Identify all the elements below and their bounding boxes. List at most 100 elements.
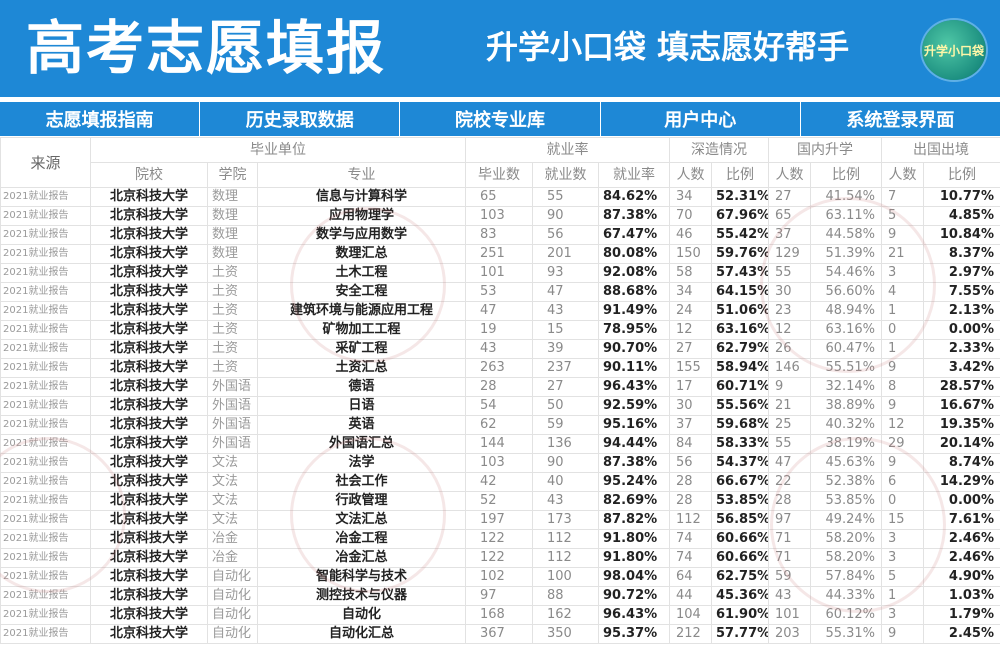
cell-dom-ratio: 52.38%	[810, 472, 883, 492]
table-row: 2021就业报告 北京科技大学 土资 安全工程 53 47 88.68% 34 64.15% 30…	[0, 282, 1000, 302]
cell-graduates: 103	[465, 206, 533, 226]
cell-abr-count: 6	[881, 472, 925, 492]
cell-rate: 94.44%	[597, 434, 671, 454]
cell-fs-ratio: 55.56%	[711, 396, 770, 416]
cell-rate: 95.24%	[597, 472, 671, 492]
main-nav: 志愿填报指南 历史录取数据 院校专业库 用户中心 系统登录界面	[0, 102, 1000, 136]
table-row: 2021就业报告 北京科技大学 数理 信息与计算科学 65 55 84.62% 34 52.31…	[0, 187, 1000, 207]
cell-dom-count: 146	[768, 358, 812, 378]
header-abroad: 出国出境	[881, 137, 1000, 163]
cell-dom-count: 129	[768, 244, 812, 264]
cell-employed: 201	[532, 244, 599, 264]
cell-fs-count: 150	[669, 244, 713, 264]
table-row: 2021就业报告 北京科技大学 自动化 测控技术与仪器 97 88 90.72% 44 45.3…	[0, 586, 1000, 606]
cell-rate: 87.38%	[597, 206, 671, 226]
header-banner: 高考志愿填报 升学小口袋 填志愿好帮手 升学小口袋	[0, 0, 1000, 97]
cell-source: 2021就业报告	[0, 510, 91, 530]
cell-major: 测控技术与仪器	[257, 586, 466, 606]
table-row: 2021就业报告 北京科技大学 文法 行政管理 52 43 82.69% 28 53.85% 28…	[0, 491, 1000, 511]
nav-item-library[interactable]: 院校专业库	[400, 102, 601, 136]
brand-logo-badge[interactable]: 升学小口袋	[922, 20, 986, 80]
cell-fs-count: 34	[669, 187, 713, 207]
cell-college: 冶金	[207, 548, 258, 568]
cell-abr-ratio: 2.46%	[923, 548, 1000, 568]
cell-college: 文法	[207, 510, 258, 530]
cell-school: 北京科技大学	[90, 605, 208, 625]
cell-abr-ratio: 4.85%	[923, 206, 1000, 226]
cell-school: 北京科技大学	[90, 510, 208, 530]
cell-major: 信息与计算科学	[257, 187, 466, 207]
cell-source: 2021就业报告	[0, 491, 91, 511]
cell-graduates: 62	[465, 415, 533, 435]
cell-school: 北京科技大学	[90, 339, 208, 359]
table-row: 2021就业报告 北京科技大学 自动化 自动化汇总 367 350 95.37% 212 57.…	[0, 624, 1000, 644]
nav-item-user-center[interactable]: 用户中心	[601, 102, 801, 136]
cell-abr-count: 7	[881, 187, 925, 207]
cell-source: 2021就业报告	[0, 187, 91, 207]
cell-fs-ratio: 57.43%	[711, 263, 770, 283]
cell-abr-count: 9	[881, 624, 925, 644]
cell-abr-count: 9	[881, 225, 925, 245]
table-row: 2021就业报告 北京科技大学 土资 土木工程 101 93 92.08% 58 57.43% 5…	[0, 263, 1000, 283]
cell-major: 安全工程	[257, 282, 466, 302]
cell-fs-count: 28	[669, 472, 713, 492]
nav-item-guide[interactable]: 志愿填报指南	[0, 102, 201, 136]
cell-dom-ratio: 41.54%	[810, 187, 883, 207]
cell-dom-ratio: 44.58%	[810, 225, 883, 245]
header-further-study: 深造情况	[669, 137, 770, 163]
cell-abr-count: 0	[881, 320, 925, 340]
cell-abr-ratio: 2.45%	[923, 624, 1000, 644]
nav-item-history[interactable]: 历史录取数据	[200, 102, 401, 136]
cell-major: 自动化	[257, 605, 466, 625]
cell-major: 社会工作	[257, 472, 466, 492]
cell-major: 数学与应用数学	[257, 225, 466, 245]
cell-major: 智能科学与技术	[257, 567, 466, 587]
cell-rate: 92.59%	[597, 396, 671, 416]
header-fs-count: 人数	[669, 162, 713, 188]
cell-abr-count: 3	[881, 605, 925, 625]
cell-major: 采矿工程	[257, 339, 466, 359]
cell-dom-count: 55	[768, 434, 812, 454]
cell-fs-count: 155	[669, 358, 713, 378]
cell-graduates: 101	[465, 263, 533, 283]
cell-fs-ratio: 59.68%	[711, 415, 770, 435]
cell-fs-count: 212	[669, 624, 713, 644]
cell-source: 2021就业报告	[0, 624, 91, 644]
cell-fs-ratio: 45.36%	[711, 586, 770, 606]
cell-abr-count: 3	[881, 548, 925, 568]
cell-graduates: 42	[465, 472, 533, 492]
cell-school: 北京科技大学	[90, 263, 208, 283]
cell-dom-ratio: 56.60%	[810, 282, 883, 302]
cell-employed: 43	[532, 301, 599, 321]
cell-school: 北京科技大学	[90, 453, 208, 473]
cell-fs-ratio: 66.67%	[711, 472, 770, 492]
cell-abr-ratio: 10.84%	[923, 225, 1000, 245]
cell-dom-ratio: 53.85%	[810, 491, 883, 511]
header-fs-ratio: 比例	[711, 162, 770, 188]
cell-rate: 87.38%	[597, 453, 671, 473]
cell-fs-count: 46	[669, 225, 713, 245]
cell-rate: 96.43%	[597, 605, 671, 625]
cell-abr-count: 1	[881, 586, 925, 606]
cell-dom-count: 71	[768, 529, 812, 549]
cell-source: 2021就业报告	[0, 263, 91, 283]
cell-source: 2021就业报告	[0, 472, 91, 492]
cell-college: 土资	[207, 339, 258, 359]
table-row: 2021就业报告 北京科技大学 土资 土资汇总 263 237 90.11% 155 58.94…	[0, 358, 1000, 378]
cell-rate: 78.95%	[597, 320, 671, 340]
cell-college: 土资	[207, 301, 258, 321]
cell-dom-count: 9	[768, 377, 812, 397]
cell-major: 土资汇总	[257, 358, 466, 378]
cell-major: 德语	[257, 377, 466, 397]
cell-dom-ratio: 38.89%	[810, 396, 883, 416]
nav-item-login[interactable]: 系统登录界面	[846, 110, 955, 131]
cell-employed: 55	[532, 187, 599, 207]
cell-employed: 100	[532, 567, 599, 587]
cell-abr-ratio: 3.42%	[923, 358, 1000, 378]
cell-dom-ratio: 54.46%	[810, 263, 883, 283]
cell-rate: 88.68%	[597, 282, 671, 302]
cell-rate: 92.08%	[597, 263, 671, 283]
cell-dom-ratio: 32.14%	[810, 377, 883, 397]
cell-abr-ratio: 0.00%	[923, 320, 1000, 340]
cell-employed: 50	[532, 396, 599, 416]
